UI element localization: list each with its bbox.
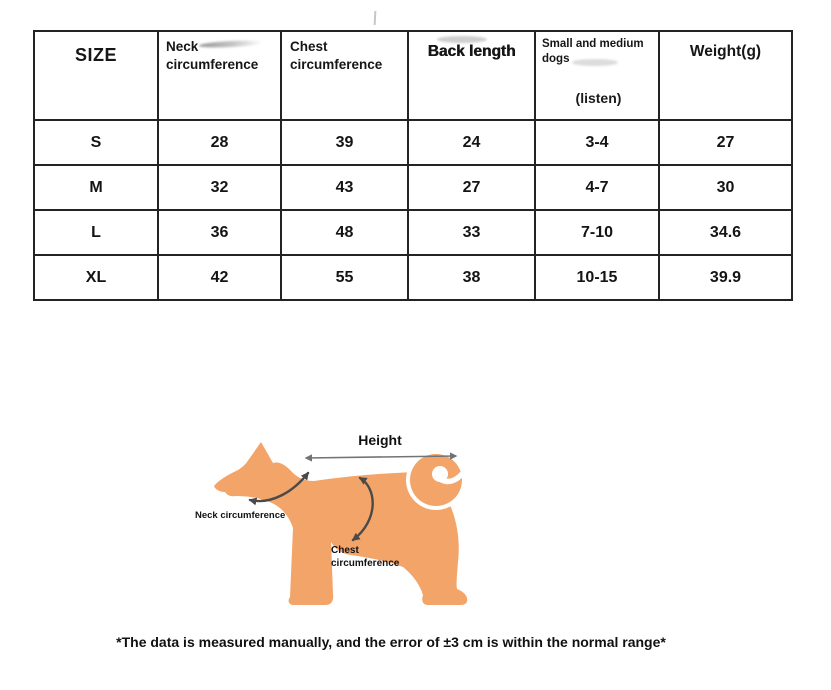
header-size-label: SIZE — [74, 45, 117, 65]
smudge-artifact — [437, 36, 487, 43]
neck-measure-line — [248, 471, 310, 506]
header-dogs: Small and medium dogs (listen) — [534, 30, 660, 121]
cell-weight: 34.6 — [658, 209, 793, 256]
cell-weight: 27 — [658, 119, 793, 166]
cell-size: S — [33, 119, 159, 166]
measurement-disclaimer: *The data is measured manually, and the … — [116, 634, 666, 650]
header-neck: Neck circumference — [157, 30, 282, 121]
header-neck-label: Neck circumference — [166, 39, 259, 73]
header-dogs-sublabel: (listen) — [575, 89, 622, 106]
cell-back: 24 — [407, 119, 536, 166]
artifact-tick — [373, 10, 377, 26]
table-row-xl: XL 42 55 38 10-15 39.9 — [33, 254, 793, 301]
header-weight: Weight(g) — [658, 30, 793, 121]
header-chest-label: Chest circumference — [290, 39, 383, 73]
dog-illustration — [214, 442, 468, 605]
smudge-artifact — [572, 59, 618, 66]
header-row: SIZE Neck circumference Chest circumfere… — [33, 30, 793, 121]
neck-circumference-label: Neck circumference — [195, 510, 286, 521]
cell-size: L — [33, 209, 159, 256]
cell-back: 27 — [407, 164, 536, 211]
cell-back: 33 — [407, 209, 536, 256]
header-chest: Chest circumference — [280, 30, 409, 121]
cell-dogs: 4-7 — [534, 164, 660, 211]
header-size: SIZE — [33, 30, 159, 121]
chest-measure-line — [351, 476, 374, 542]
size-chart-table: SIZE Neck circumference Chest circumfere… — [33, 30, 793, 301]
header-dogs-label: Small and medium dogs — [542, 38, 644, 65]
cell-neck: 42 — [157, 254, 282, 301]
cell-chest: 48 — [280, 209, 409, 256]
measure-lines — [248, 471, 374, 542]
cell-weight: 39.9 — [658, 254, 793, 301]
cell-size: XL — [33, 254, 159, 301]
chest-circumference-label: Chest circumference — [331, 545, 400, 569]
table-row-s: S 28 39 24 3-4 27 — [33, 119, 793, 166]
cell-dogs: 7-10 — [534, 209, 660, 256]
height-arrow-line — [304, 452, 458, 462]
cell-back: 38 — [407, 254, 536, 301]
cell-chest: 39 — [280, 119, 409, 166]
dog-measurement-diagram: Height Neck circumference Chest circumfe… — [190, 428, 482, 624]
cell-dogs: 3-4 — [534, 119, 660, 166]
height-arrow — [304, 452, 458, 462]
cell-chest: 55 — [280, 254, 409, 301]
cell-dogs: 10-15 — [534, 254, 660, 301]
header-back-length: Back length — [407, 30, 536, 121]
cell-weight: 30 — [658, 164, 793, 211]
table-row-m: M 32 43 27 4-7 30 — [33, 164, 793, 211]
cell-neck: 36 — [157, 209, 282, 256]
dog-silhouette — [214, 442, 468, 605]
height-label: Height — [358, 432, 402, 448]
header-back-label: Back length — [427, 43, 516, 60]
cell-chest: 43 — [280, 164, 409, 211]
cell-neck: 28 — [157, 119, 282, 166]
header-weight-label: Weight(g) — [689, 43, 762, 60]
tail-hole — [432, 466, 448, 482]
cell-neck: 32 — [157, 164, 282, 211]
table-row-l: L 36 48 33 7-10 34.6 — [33, 209, 793, 256]
cell-size: M — [33, 164, 159, 211]
smudge-artifact — [198, 39, 264, 49]
